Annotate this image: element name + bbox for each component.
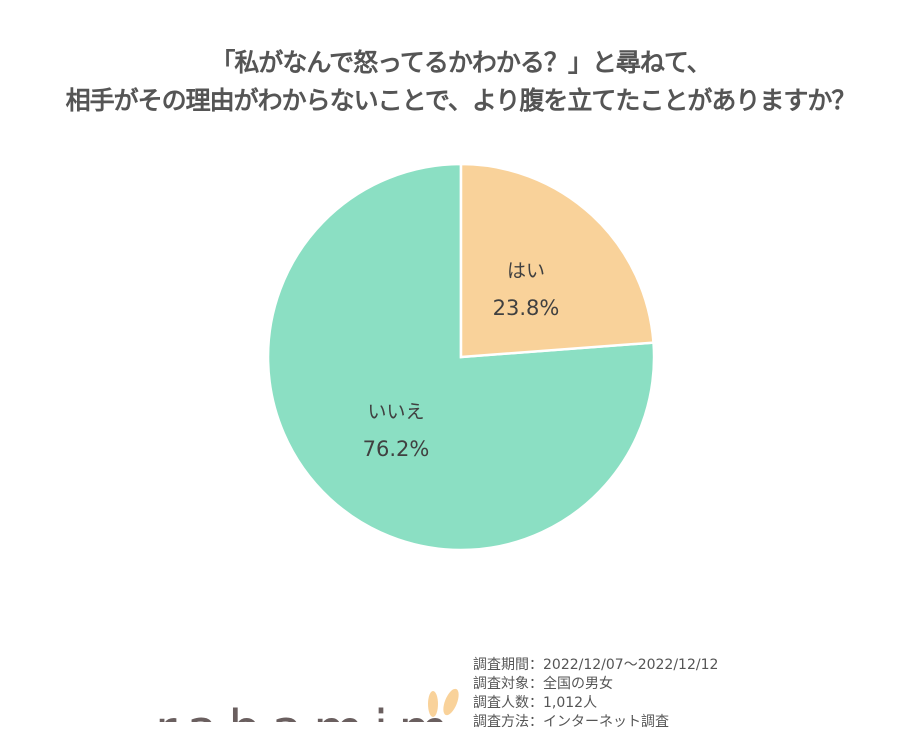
survey-notes: 調査期間：2022/12/07〜2022/12/12 調査対象：全国の男女 調査… [473,656,718,732]
rabbit-ears-icon [428,688,459,717]
pie-slice-no [266,162,656,552]
chart-title: 「私がなんで怒ってるかわかる？」と尋ねて、 相手がその理由がわからないことで、よ… [0,44,921,120]
chart-title-line-2: 相手がその理由がわからないことで、より腹を立てたことがありますか？ [65,86,857,115]
slice-label-no-value: 76.2% [362,437,430,461]
brand-logo: rabamimi [155,700,455,722]
slice-label-yes-value: 23.8% [492,296,560,320]
survey-period: 調査期間：2022/12/07〜2022/12/12 [473,657,719,673]
slice-label-no-name: いいえ [367,401,425,423]
chart-title-line-1: 「私がなんで怒ってるかわかる？」と尋ねて、 [210,48,711,77]
slice-label-no: いいえ 76.2% [336,399,456,463]
survey-count: 調査人数：1,012人 [473,695,598,711]
slice-label-yes: はい 23.8% [466,258,586,322]
brand-logo-text: rabamimi [155,704,455,722]
survey-target: 調査対象：全国の男女 [473,676,613,692]
survey-method: 調査方法：インターネット調査 [473,714,669,730]
pie-slice-yes [459,162,655,359]
slice-label-yes-name: はい [506,260,545,282]
